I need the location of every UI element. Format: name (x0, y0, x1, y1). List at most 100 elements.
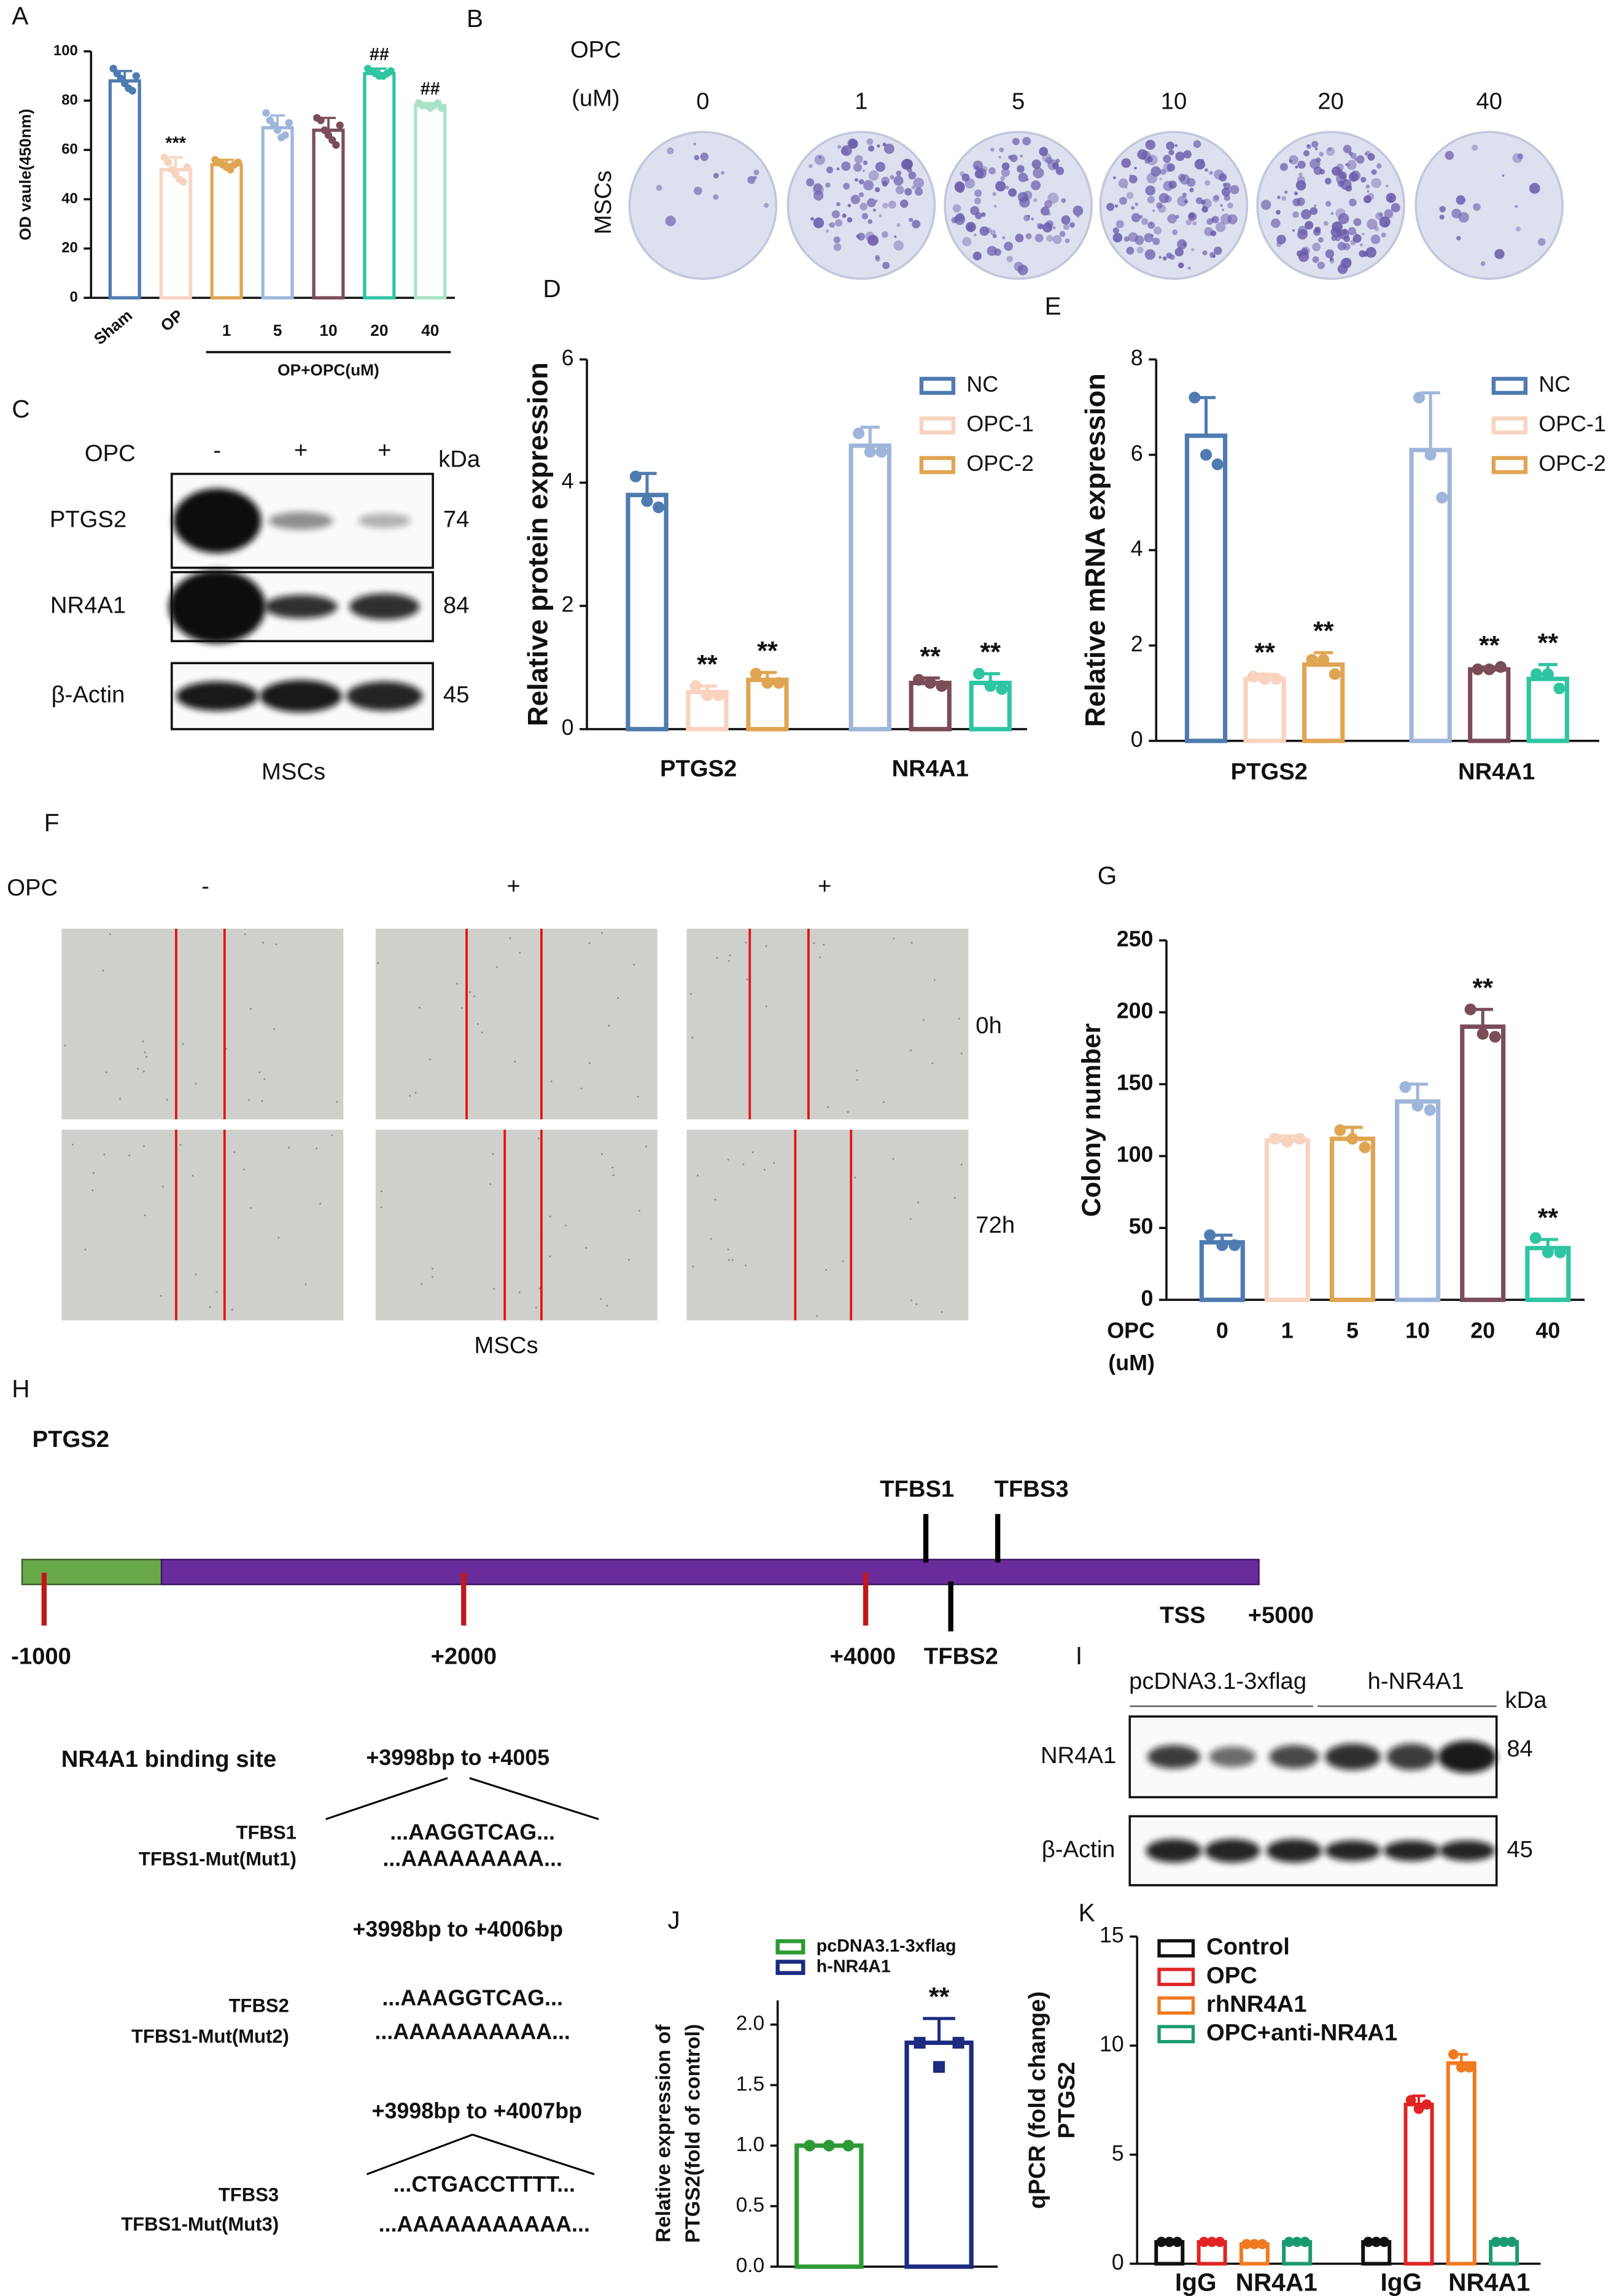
speck (432, 1276, 433, 1278)
colony (1284, 190, 1288, 194)
lane-label: + (818, 873, 831, 899)
colony (1319, 152, 1324, 157)
y-tick-label: 15 (1100, 1923, 1124, 1947)
colony (1276, 235, 1286, 244)
data-point (1399, 1081, 1411, 1093)
data-point (1156, 2236, 1167, 2248)
legend-label: h-NR4A1 (817, 1957, 891, 1976)
band (346, 681, 423, 711)
colony (848, 139, 858, 149)
colony (841, 161, 851, 171)
sequence: ...AAAAAAAAAA... (374, 2020, 570, 2044)
speck (414, 1092, 417, 1094)
speck (421, 1283, 423, 1285)
colony (1296, 197, 1305, 206)
colony (841, 145, 852, 157)
colony (1112, 233, 1123, 242)
speck (103, 1154, 106, 1156)
colony (1192, 221, 1197, 226)
colony (1188, 212, 1195, 219)
colony (981, 212, 986, 217)
colony (1150, 166, 1162, 177)
colony (713, 194, 719, 200)
colony (951, 217, 958, 223)
colony (1047, 211, 1051, 216)
colony (1361, 232, 1365, 236)
colony (973, 233, 977, 236)
colony (975, 165, 979, 169)
y-tick-label: 5 (1112, 2141, 1124, 2165)
bar (312, 128, 345, 300)
speck (142, 1145, 145, 1147)
x-tick-label: NR4A1 (1458, 759, 1535, 785)
site-name: TFBS3 (219, 2184, 279, 2206)
speck (64, 1044, 66, 1047)
colony (1367, 153, 1375, 161)
colony (1335, 236, 1341, 241)
colony (893, 240, 904, 251)
colony (863, 160, 868, 165)
colony (694, 187, 702, 195)
colony (1451, 208, 1462, 219)
colony (1346, 149, 1349, 152)
colony (1113, 176, 1116, 180)
colony (881, 176, 890, 185)
speck (847, 1111, 849, 1113)
y-tick-label: 4 (562, 469, 574, 494)
band (1205, 1839, 1260, 1863)
colony (1047, 159, 1059, 171)
y-axis-title: qPCR (fold change) (1024, 1992, 1050, 2209)
x-tick-label: 10 (319, 321, 337, 339)
colony (813, 217, 824, 228)
x-tick-label: 20 (370, 321, 388, 339)
colony (1211, 215, 1219, 223)
colony (694, 155, 699, 161)
colony (1346, 163, 1351, 167)
group-label: pcDNA3.1-3xflag (1129, 1668, 1306, 1694)
speck (249, 1207, 252, 1209)
legend-label: pcDNA3.1-3xflag (817, 1936, 956, 1956)
speck (316, 1147, 318, 1149)
colony (1158, 255, 1162, 259)
micrograph (61, 1130, 344, 1321)
colony (833, 236, 840, 244)
colony (883, 143, 894, 154)
legend-label: OPC (1206, 1962, 1257, 1988)
colony (1166, 252, 1173, 259)
colony (863, 180, 874, 191)
speck (549, 1255, 551, 1258)
significance: ** (920, 642, 941, 672)
speck (249, 1008, 252, 1010)
colony (1330, 212, 1334, 215)
band (349, 593, 420, 620)
colony (1001, 168, 1010, 177)
colony (700, 152, 709, 161)
error-bar (1421, 391, 1440, 451)
colony (1340, 179, 1352, 190)
dose-label: 20 (1317, 88, 1344, 114)
colony (859, 203, 868, 211)
colony (1329, 257, 1333, 262)
colony (1297, 229, 1308, 240)
y-tick-label: 1.0 (736, 2133, 764, 2156)
colony (1309, 158, 1321, 169)
micrograph (686, 928, 969, 1120)
colony (1185, 219, 1192, 226)
colony (1439, 214, 1445, 220)
legend-swatch (1157, 1939, 1195, 1958)
colony (1360, 243, 1364, 247)
speck (550, 1080, 553, 1082)
error-bar (270, 114, 285, 128)
data-point (1172, 2236, 1183, 2248)
data-point (1371, 2236, 1382, 2248)
data-point (1379, 2236, 1390, 2248)
band (1147, 1745, 1200, 1769)
legend-label: rhNR4A1 (1206, 1991, 1307, 2017)
colony (1375, 212, 1383, 220)
speck (105, 1071, 107, 1074)
colony (1191, 247, 1195, 252)
y-tick-label: 250 (1117, 926, 1154, 951)
speck (509, 937, 511, 939)
colony (857, 232, 865, 241)
colony (840, 147, 849, 155)
